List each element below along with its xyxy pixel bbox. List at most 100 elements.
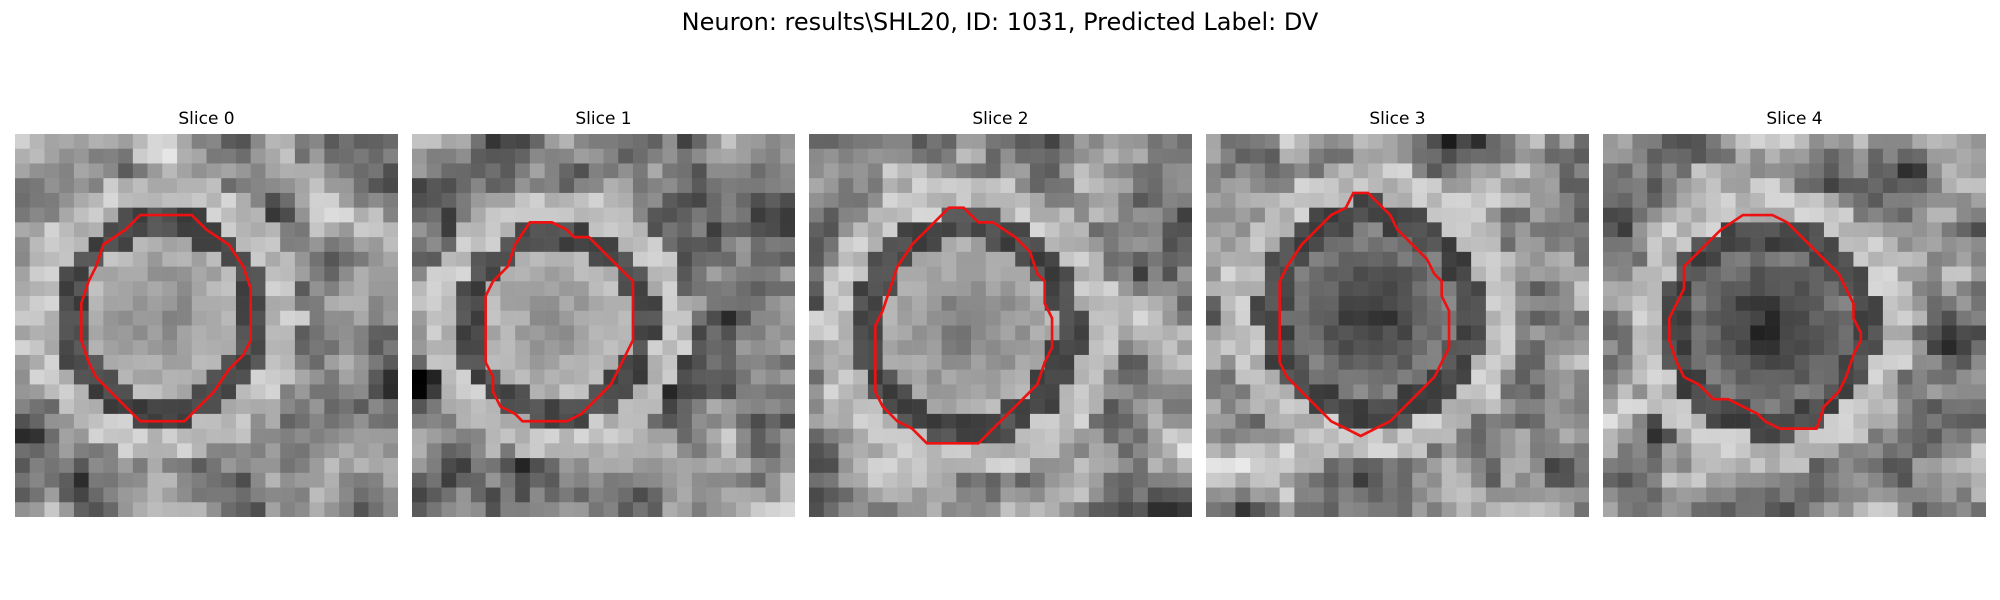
pixel bbox=[1882, 384, 1898, 400]
pixel bbox=[780, 340, 795, 356]
pixel bbox=[1118, 384, 1134, 400]
pixel bbox=[324, 310, 340, 326]
pixel bbox=[250, 148, 266, 164]
pixel bbox=[441, 458, 457, 474]
pixel bbox=[1559, 134, 1575, 150]
pixel bbox=[1353, 384, 1369, 400]
pixel bbox=[897, 148, 913, 164]
pixel bbox=[118, 472, 134, 488]
pixel bbox=[485, 163, 501, 179]
pixel bbox=[1720, 207, 1736, 223]
pixel bbox=[706, 413, 722, 429]
pixel bbox=[1941, 296, 1957, 312]
pixel bbox=[882, 487, 898, 503]
pixel bbox=[44, 472, 60, 488]
pixel bbox=[1661, 502, 1677, 517]
pixel bbox=[15, 340, 31, 356]
pixel bbox=[426, 310, 442, 326]
pixel bbox=[853, 266, 869, 282]
pixel bbox=[44, 207, 60, 223]
pixel bbox=[1647, 325, 1663, 341]
pixel bbox=[1397, 163, 1413, 179]
pixel bbox=[118, 192, 134, 208]
pixel bbox=[1868, 340, 1884, 356]
pixel bbox=[250, 413, 266, 429]
pixel bbox=[1059, 443, 1075, 459]
pixel bbox=[956, 384, 972, 400]
pixel bbox=[706, 384, 722, 400]
pixel bbox=[765, 207, 781, 223]
pixel bbox=[44, 192, 60, 208]
pixel bbox=[1338, 487, 1354, 503]
pixel bbox=[1559, 163, 1575, 179]
pixel bbox=[941, 310, 957, 326]
pixel bbox=[1809, 354, 1825, 370]
pixel bbox=[1177, 399, 1192, 415]
pixel bbox=[1823, 472, 1839, 488]
pixel bbox=[1823, 148, 1839, 164]
pixel bbox=[544, 163, 560, 179]
pixel bbox=[1015, 178, 1031, 194]
pixel bbox=[647, 134, 663, 150]
pixel bbox=[897, 443, 913, 459]
pixel bbox=[1735, 428, 1751, 444]
pixel bbox=[1971, 428, 1986, 444]
pixel bbox=[1471, 325, 1487, 341]
pixel bbox=[1853, 251, 1869, 267]
pixel bbox=[1088, 369, 1104, 385]
pixel bbox=[1794, 148, 1810, 164]
pixel bbox=[1088, 340, 1104, 356]
pixel bbox=[1574, 428, 1589, 444]
pixel bbox=[897, 325, 913, 341]
pixel bbox=[339, 296, 355, 312]
pixel bbox=[1971, 413, 1986, 429]
pixel bbox=[1853, 443, 1869, 459]
pixel bbox=[1059, 384, 1075, 400]
pixel bbox=[1530, 222, 1546, 238]
pixel bbox=[1603, 399, 1619, 415]
pixel bbox=[603, 487, 619, 503]
pixel bbox=[1632, 354, 1648, 370]
pixel bbox=[985, 325, 1001, 341]
pixel bbox=[132, 399, 148, 415]
pixel bbox=[177, 487, 193, 503]
pixel bbox=[265, 207, 281, 223]
pixel bbox=[368, 472, 384, 488]
pixel bbox=[1927, 251, 1943, 267]
pixel bbox=[1838, 443, 1854, 459]
pixel bbox=[1691, 502, 1707, 517]
pixel bbox=[780, 237, 795, 253]
pixel bbox=[177, 134, 193, 150]
pixel bbox=[500, 296, 516, 312]
pixel bbox=[470, 502, 486, 517]
pixel bbox=[1971, 192, 1986, 208]
pixel bbox=[1382, 148, 1398, 164]
pixel bbox=[118, 443, 134, 459]
pixel bbox=[1647, 502, 1663, 517]
pixel bbox=[191, 148, 207, 164]
pixel bbox=[647, 325, 663, 341]
pixel bbox=[1471, 251, 1487, 267]
pixel bbox=[809, 354, 825, 370]
pixel bbox=[1118, 237, 1134, 253]
pixel bbox=[1029, 237, 1045, 253]
pixel bbox=[1103, 354, 1119, 370]
pixel bbox=[44, 134, 60, 150]
pixel bbox=[1412, 222, 1428, 238]
pixel bbox=[1735, 325, 1751, 341]
pixel bbox=[250, 384, 266, 400]
pixel bbox=[132, 443, 148, 459]
pixel bbox=[1456, 340, 1472, 356]
pixel bbox=[426, 296, 442, 312]
pixel bbox=[1368, 237, 1384, 253]
pixel bbox=[294, 325, 310, 341]
pixel bbox=[368, 458, 384, 474]
pixel bbox=[1133, 413, 1149, 429]
pixel bbox=[1103, 178, 1119, 194]
pixel bbox=[500, 163, 516, 179]
pixel bbox=[1838, 134, 1854, 150]
pixel bbox=[1074, 192, 1090, 208]
pixel bbox=[191, 266, 207, 282]
pixel bbox=[280, 251, 296, 267]
pixel bbox=[1515, 251, 1531, 267]
